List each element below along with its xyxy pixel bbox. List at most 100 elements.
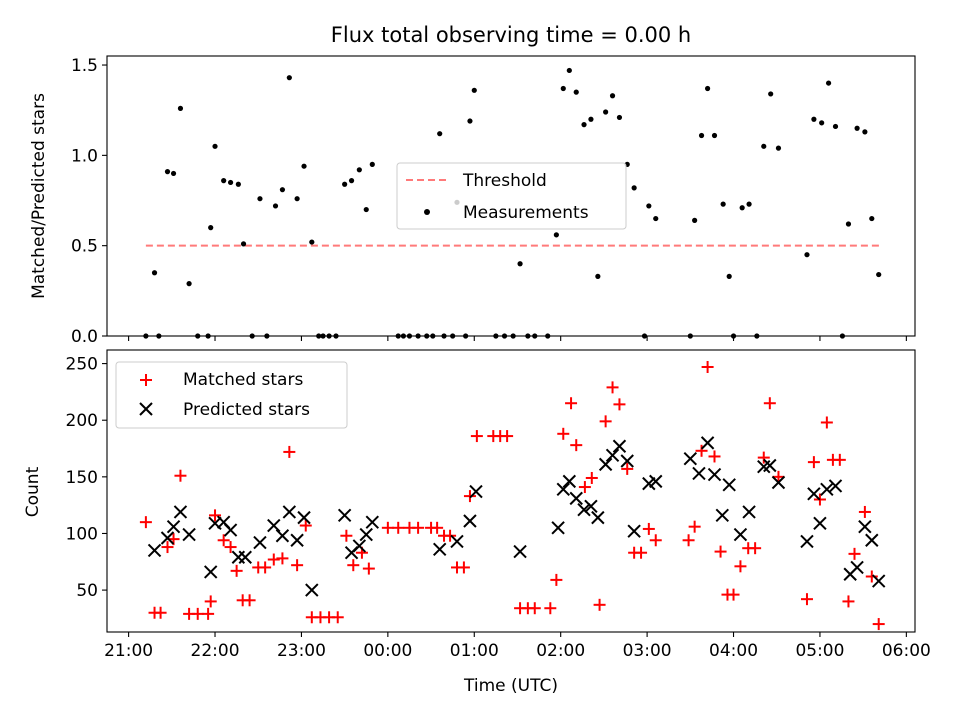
predicted-star-point — [432, 542, 447, 557]
measurement-point — [726, 273, 732, 279]
predicted-star-point — [800, 534, 814, 549]
matched-star-point — [613, 398, 626, 411]
bottom-marks — [139, 360, 886, 631]
chart-title: Flux total observing time = 0.00 h — [331, 23, 691, 47]
predicted-star-point — [513, 544, 527, 559]
top-y-tick-label: 1.0 — [71, 146, 98, 166]
measurement-point — [170, 170, 177, 177]
matched-star-point — [544, 602, 557, 615]
bottom-legend: Matched stars Predicted stars — [115, 361, 348, 429]
predicted-star-point — [223, 523, 238, 537]
measurement-point — [342, 181, 348, 187]
measurement-point — [698, 132, 705, 139]
measurement-point — [212, 143, 218, 149]
legend-predicted-swatch — [139, 402, 153, 416]
measurement-point — [301, 163, 307, 169]
bottom-x-tick-label: 04:00 — [709, 641, 758, 661]
legend-matched-swatch — [140, 374, 152, 386]
measurement-point — [151, 270, 158, 276]
matched-star-point — [688, 520, 701, 533]
measurement-point — [309, 239, 315, 245]
matched-star-point — [463, 490, 476, 503]
matched-star-point — [174, 469, 187, 482]
predicted-star-point — [173, 505, 188, 519]
bottom-x-tick-label: 02:00 — [536, 641, 585, 661]
predicted-star-point — [584, 499, 598, 513]
matched-star-point — [392, 521, 405, 534]
measurement-point — [825, 80, 832, 86]
measurement-point — [692, 217, 698, 223]
matched-star-point — [599, 415, 612, 428]
matched-star-point — [412, 521, 425, 534]
measurement-point — [573, 89, 579, 95]
predicted-star-point — [282, 505, 297, 519]
matched-star-point — [570, 439, 583, 452]
predicted-star-point — [569, 491, 583, 506]
measurement-point — [363, 206, 369, 213]
predicted-star-point — [858, 519, 872, 534]
bottom-y-tick-label: 200 — [66, 411, 98, 431]
matched-star-point — [734, 560, 747, 573]
legend-threshold-label: Threshold — [462, 171, 547, 191]
measurement-point — [348, 178, 355, 184]
matched-star-point — [635, 546, 648, 559]
matched-star-point — [331, 611, 344, 624]
predicted-star-point — [275, 529, 290, 543]
matched-star-point — [842, 595, 855, 608]
measurement-point — [240, 241, 247, 247]
predicted-star-point — [352, 539, 367, 553]
matched-star-point — [431, 521, 444, 534]
bottom-x-tick-label: 05:00 — [795, 641, 844, 661]
predicted-star-point — [598, 457, 613, 472]
matched-star-point — [682, 534, 695, 547]
x-axis-label: Time (UTC) — [463, 676, 558, 696]
matched-star-point — [708, 450, 721, 463]
matched-star-point — [606, 381, 619, 394]
measurement-point — [832, 123, 839, 130]
predicted-star-point — [605, 448, 620, 463]
measurement-point — [257, 196, 263, 202]
matched-star-point — [291, 559, 304, 572]
measurement-point — [235, 181, 241, 187]
measurement-point — [876, 271, 882, 278]
measurement-point — [581, 122, 587, 128]
measurement-point — [811, 116, 817, 122]
matched-star-point — [276, 552, 289, 565]
matched-star-point — [457, 561, 470, 574]
matched-star-point — [217, 534, 230, 547]
measurement-point — [356, 167, 362, 173]
predicted-star-point — [450, 534, 464, 549]
measurement-point — [553, 232, 559, 238]
bottom-y-ticks: 50 100 150 200 250 — [66, 355, 107, 601]
measurement-point — [369, 161, 375, 167]
predicted-star-point — [722, 478, 736, 492]
matched-star-point — [772, 470, 785, 483]
measurement-point — [854, 125, 860, 131]
predicted-star-point — [231, 550, 246, 564]
top-legend: Threshold Measurements — [396, 162, 627, 230]
measurement-point — [761, 143, 767, 149]
matched-star-point — [820, 416, 833, 429]
matched-star-point — [757, 451, 770, 464]
matched-star-point — [550, 573, 563, 586]
predicted-star-point — [692, 466, 706, 481]
matched-star-point — [444, 529, 457, 542]
matched-star-point — [800, 593, 813, 606]
matched-star-point — [204, 595, 217, 608]
measurement-point — [862, 129, 868, 135]
predicted-star-point — [556, 482, 570, 497]
measurement-point — [177, 105, 184, 111]
matched-star-point — [585, 471, 598, 484]
measurement-point — [294, 196, 300, 202]
top-x-ticks — [128, 336, 907, 341]
bottom-y-axis-label: Count — [23, 466, 43, 517]
matched-star-point — [557, 427, 570, 440]
bottom-x-tick-label: 01:00 — [450, 641, 499, 661]
measurement-point — [768, 91, 774, 97]
predicted-star-point — [297, 510, 311, 525]
predicted-star-point — [591, 510, 605, 525]
predicted-star-point — [733, 527, 748, 542]
measurement-point — [616, 114, 623, 121]
matched-star-point — [224, 541, 237, 554]
